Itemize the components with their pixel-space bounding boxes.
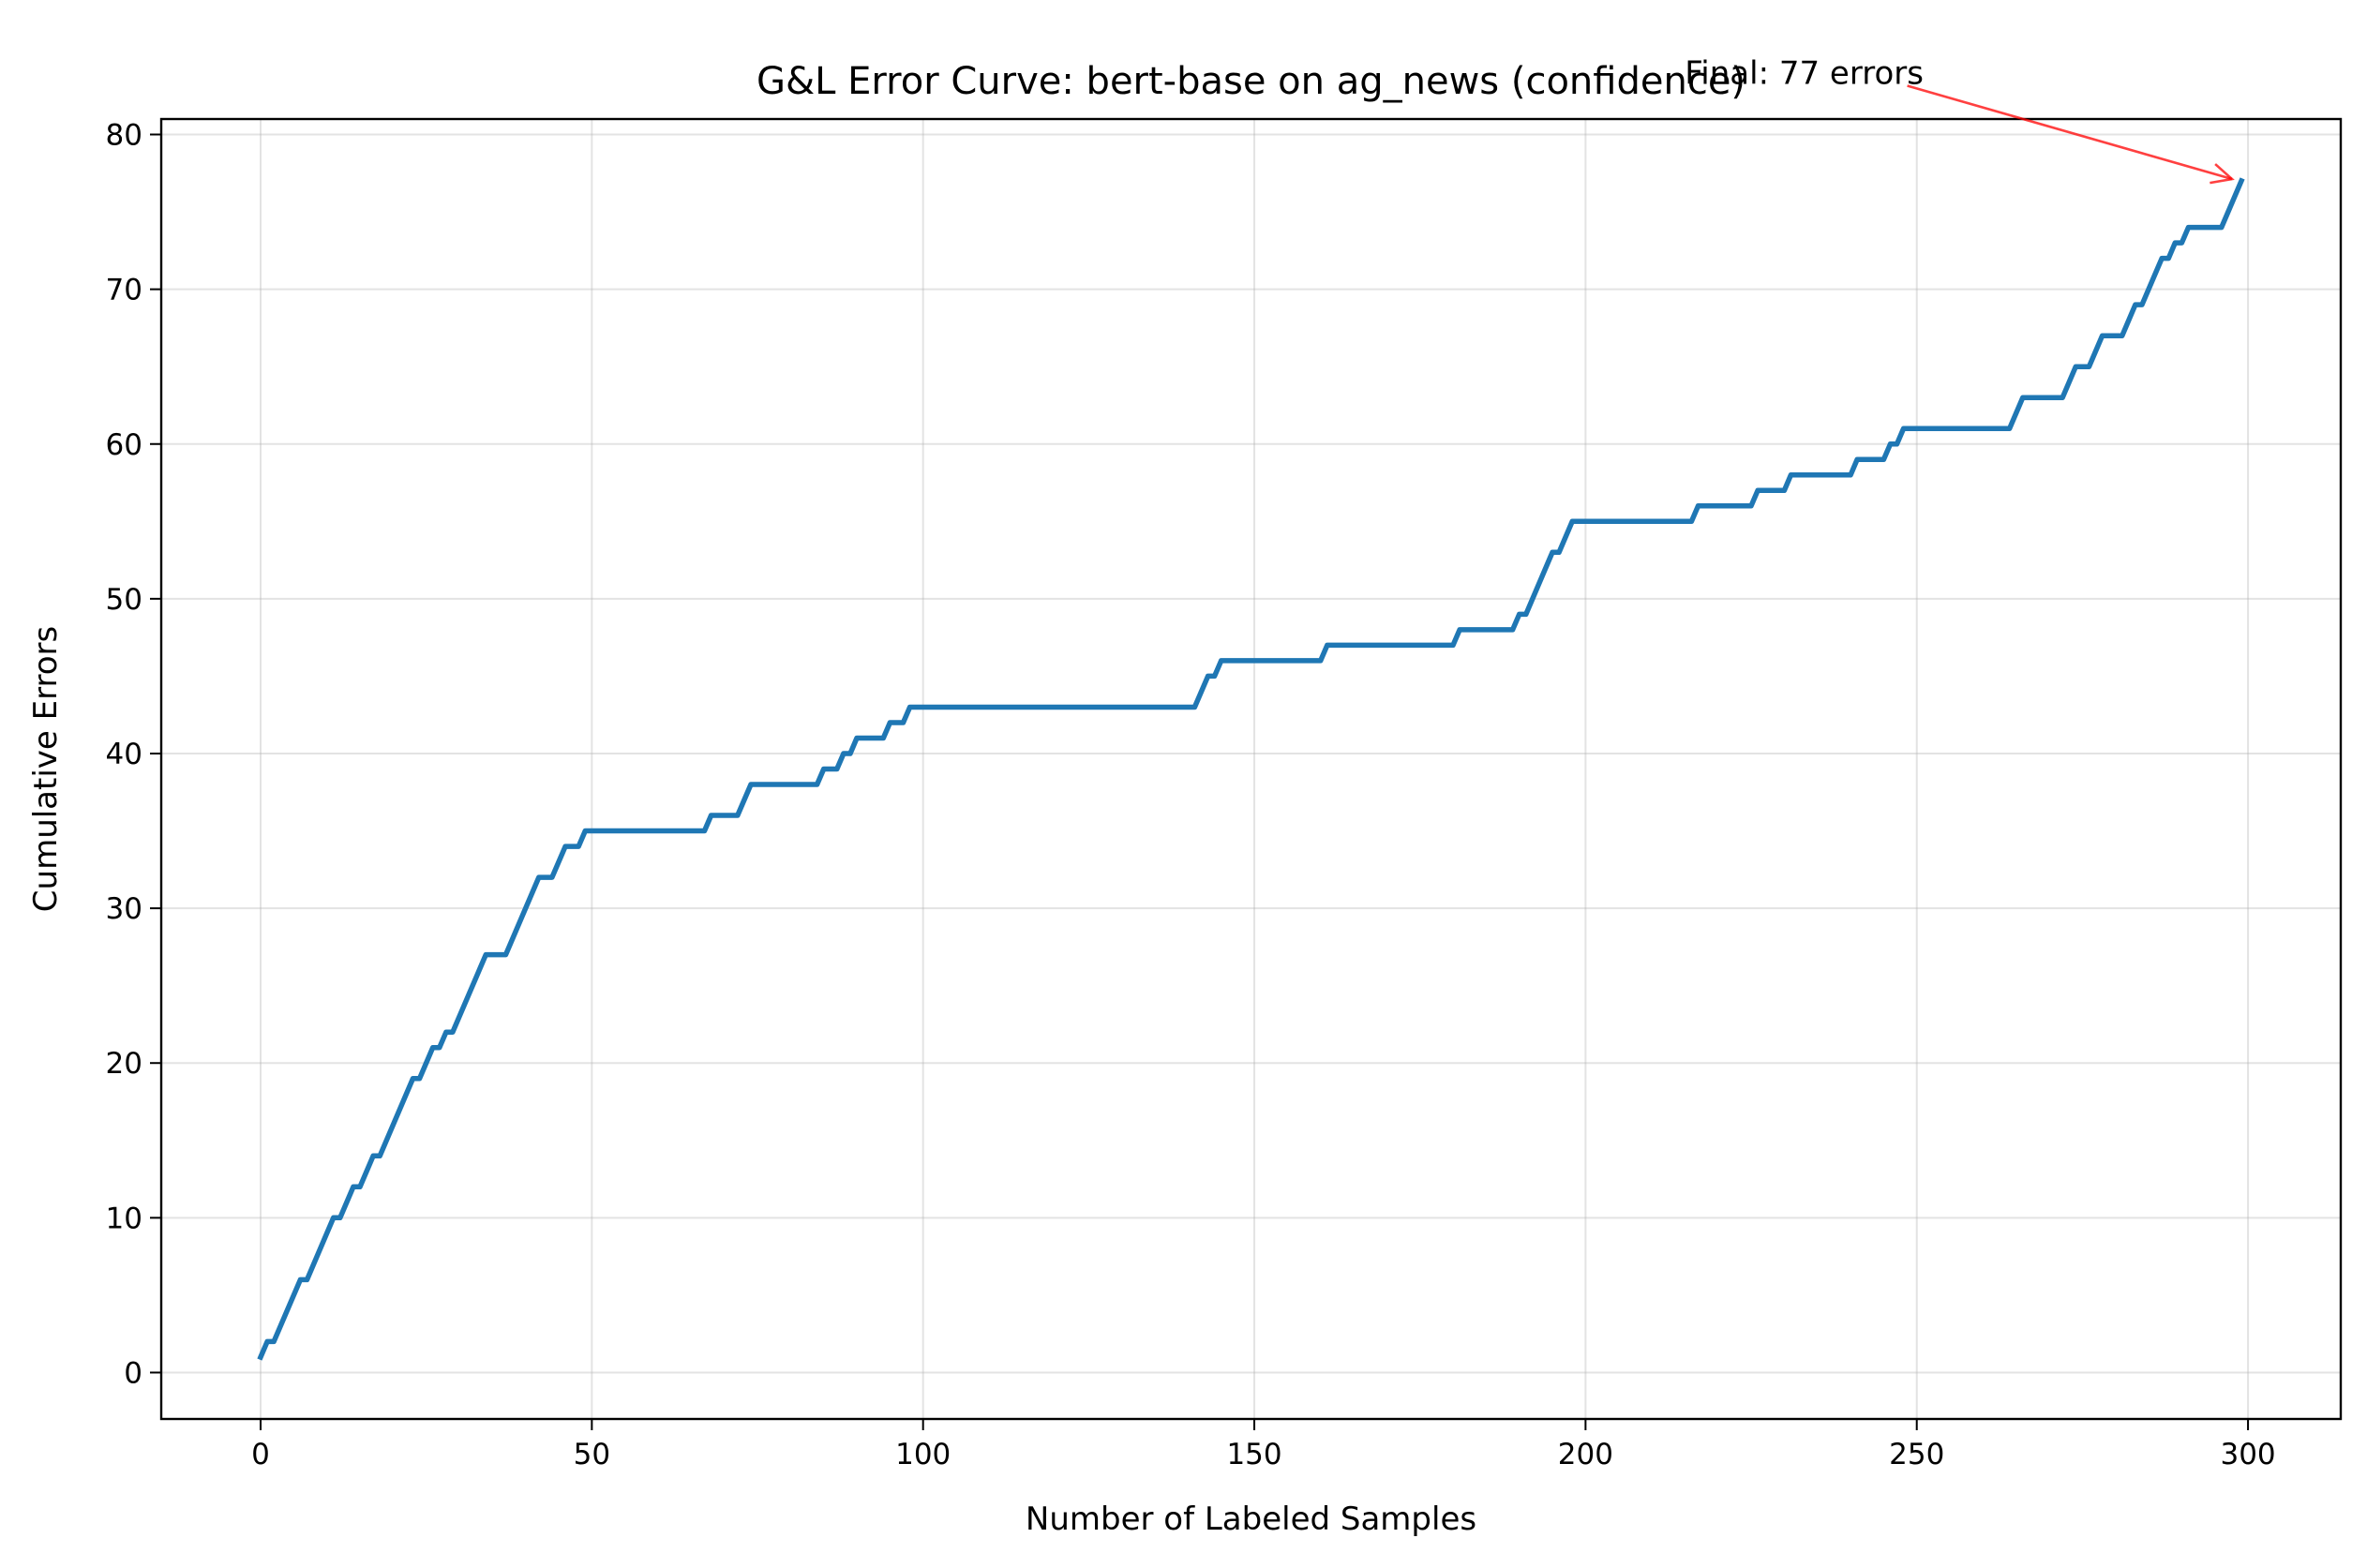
- x-tick-label: 100: [895, 1438, 951, 1471]
- y-tick-label: 70: [106, 274, 142, 307]
- x-tick-label: 50: [574, 1438, 610, 1471]
- y-tick-label: 0: [124, 1356, 142, 1390]
- x-axis-title: Number of Labeled Samples: [1026, 1501, 1476, 1538]
- series-line: [257, 177, 2245, 1361]
- grid: [161, 119, 2341, 1419]
- y-axis-ticks: 0 10 20 30 40 50 60 70 80: [106, 119, 161, 1390]
- annotation-arrow-head: [2210, 163, 2235, 185]
- axes-frame: [159, 117, 2343, 1421]
- y-axis-title: Cumulative Errors: [27, 626, 65, 912]
- y-tick-label: 50: [106, 583, 142, 617]
- x-tick-label: 300: [2220, 1438, 2275, 1471]
- chart-title: G&L Error Curve: bert-base on ag_news (c…: [757, 60, 1745, 103]
- x-tick-label: 0: [251, 1438, 270, 1471]
- y-tick-label: 10: [106, 1202, 142, 1235]
- x-tick-label: 200: [1558, 1438, 1613, 1471]
- y-tick-label: 30: [106, 892, 142, 926]
- x-axis-ticks: 0 50 100 150 200 250 300: [251, 1419, 2276, 1471]
- y-tick-label: 80: [106, 119, 142, 153]
- x-tick-label: 250: [1889, 1438, 1944, 1471]
- annotation: Final: 77 errors: [1685, 54, 2235, 185]
- y-tick-label: 20: [106, 1047, 142, 1081]
- annotation-arrow-line: [1907, 84, 2233, 181]
- annotation-text: Final: 77 errors: [1685, 54, 1924, 92]
- y-tick-label: 40: [106, 738, 142, 771]
- y-tick-label: 60: [106, 428, 142, 462]
- plot-area: [257, 177, 2245, 1361]
- x-tick-label: 150: [1226, 1438, 1281, 1471]
